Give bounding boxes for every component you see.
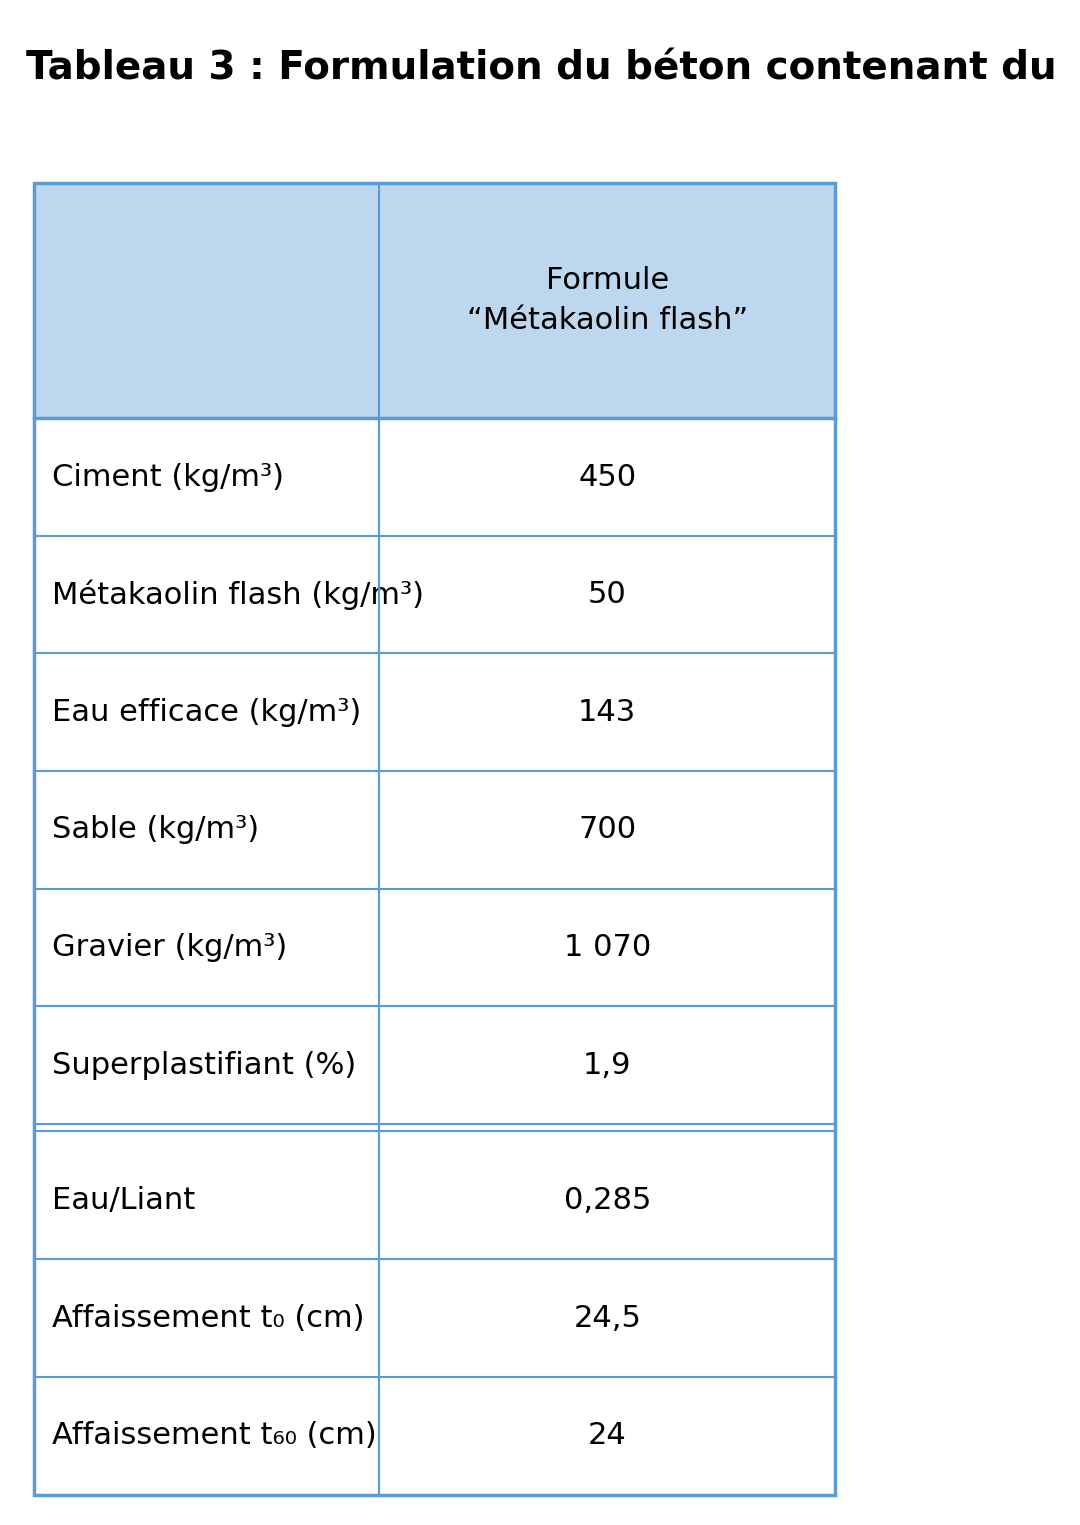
Text: Affaissement t₆₀ (cm): Affaissement t₆₀ (cm) [52, 1421, 377, 1450]
Text: Sable (kg/m³): Sable (kg/m³) [52, 816, 259, 845]
Text: 0,285: 0,285 [564, 1186, 651, 1215]
Text: Eau/Liant: Eau/Liant [52, 1186, 194, 1215]
Text: 24: 24 [588, 1421, 626, 1450]
Text: Formule
“Métakaolin flash”: Formule “Métakaolin flash” [467, 265, 747, 336]
Text: 50: 50 [588, 580, 626, 608]
Text: Ciment (kg/m³): Ciment (kg/m³) [52, 462, 284, 491]
Text: 700: 700 [578, 816, 636, 845]
Text: Tableau 3 : Formulation du béton contenant du: Tableau 3 : Formulation du béton contena… [26, 50, 1056, 87]
Text: Eau efficace (kg/m³): Eau efficace (kg/m³) [52, 698, 361, 727]
Text: 1,9: 1,9 [583, 1051, 632, 1080]
Text: 450: 450 [578, 462, 636, 491]
Text: Gravier (kg/m³): Gravier (kg/m³) [52, 933, 287, 962]
Text: 24,5: 24,5 [573, 1304, 642, 1333]
Text: Métakaolin flash (kg/m³): Métakaolin flash (kg/m³) [52, 580, 423, 610]
Text: Superplastifiant (%): Superplastifiant (%) [52, 1051, 356, 1080]
Text: Affaissement t₀ (cm): Affaissement t₀ (cm) [52, 1304, 364, 1333]
Text: 1 070: 1 070 [564, 933, 651, 962]
Text: 143: 143 [578, 698, 636, 727]
